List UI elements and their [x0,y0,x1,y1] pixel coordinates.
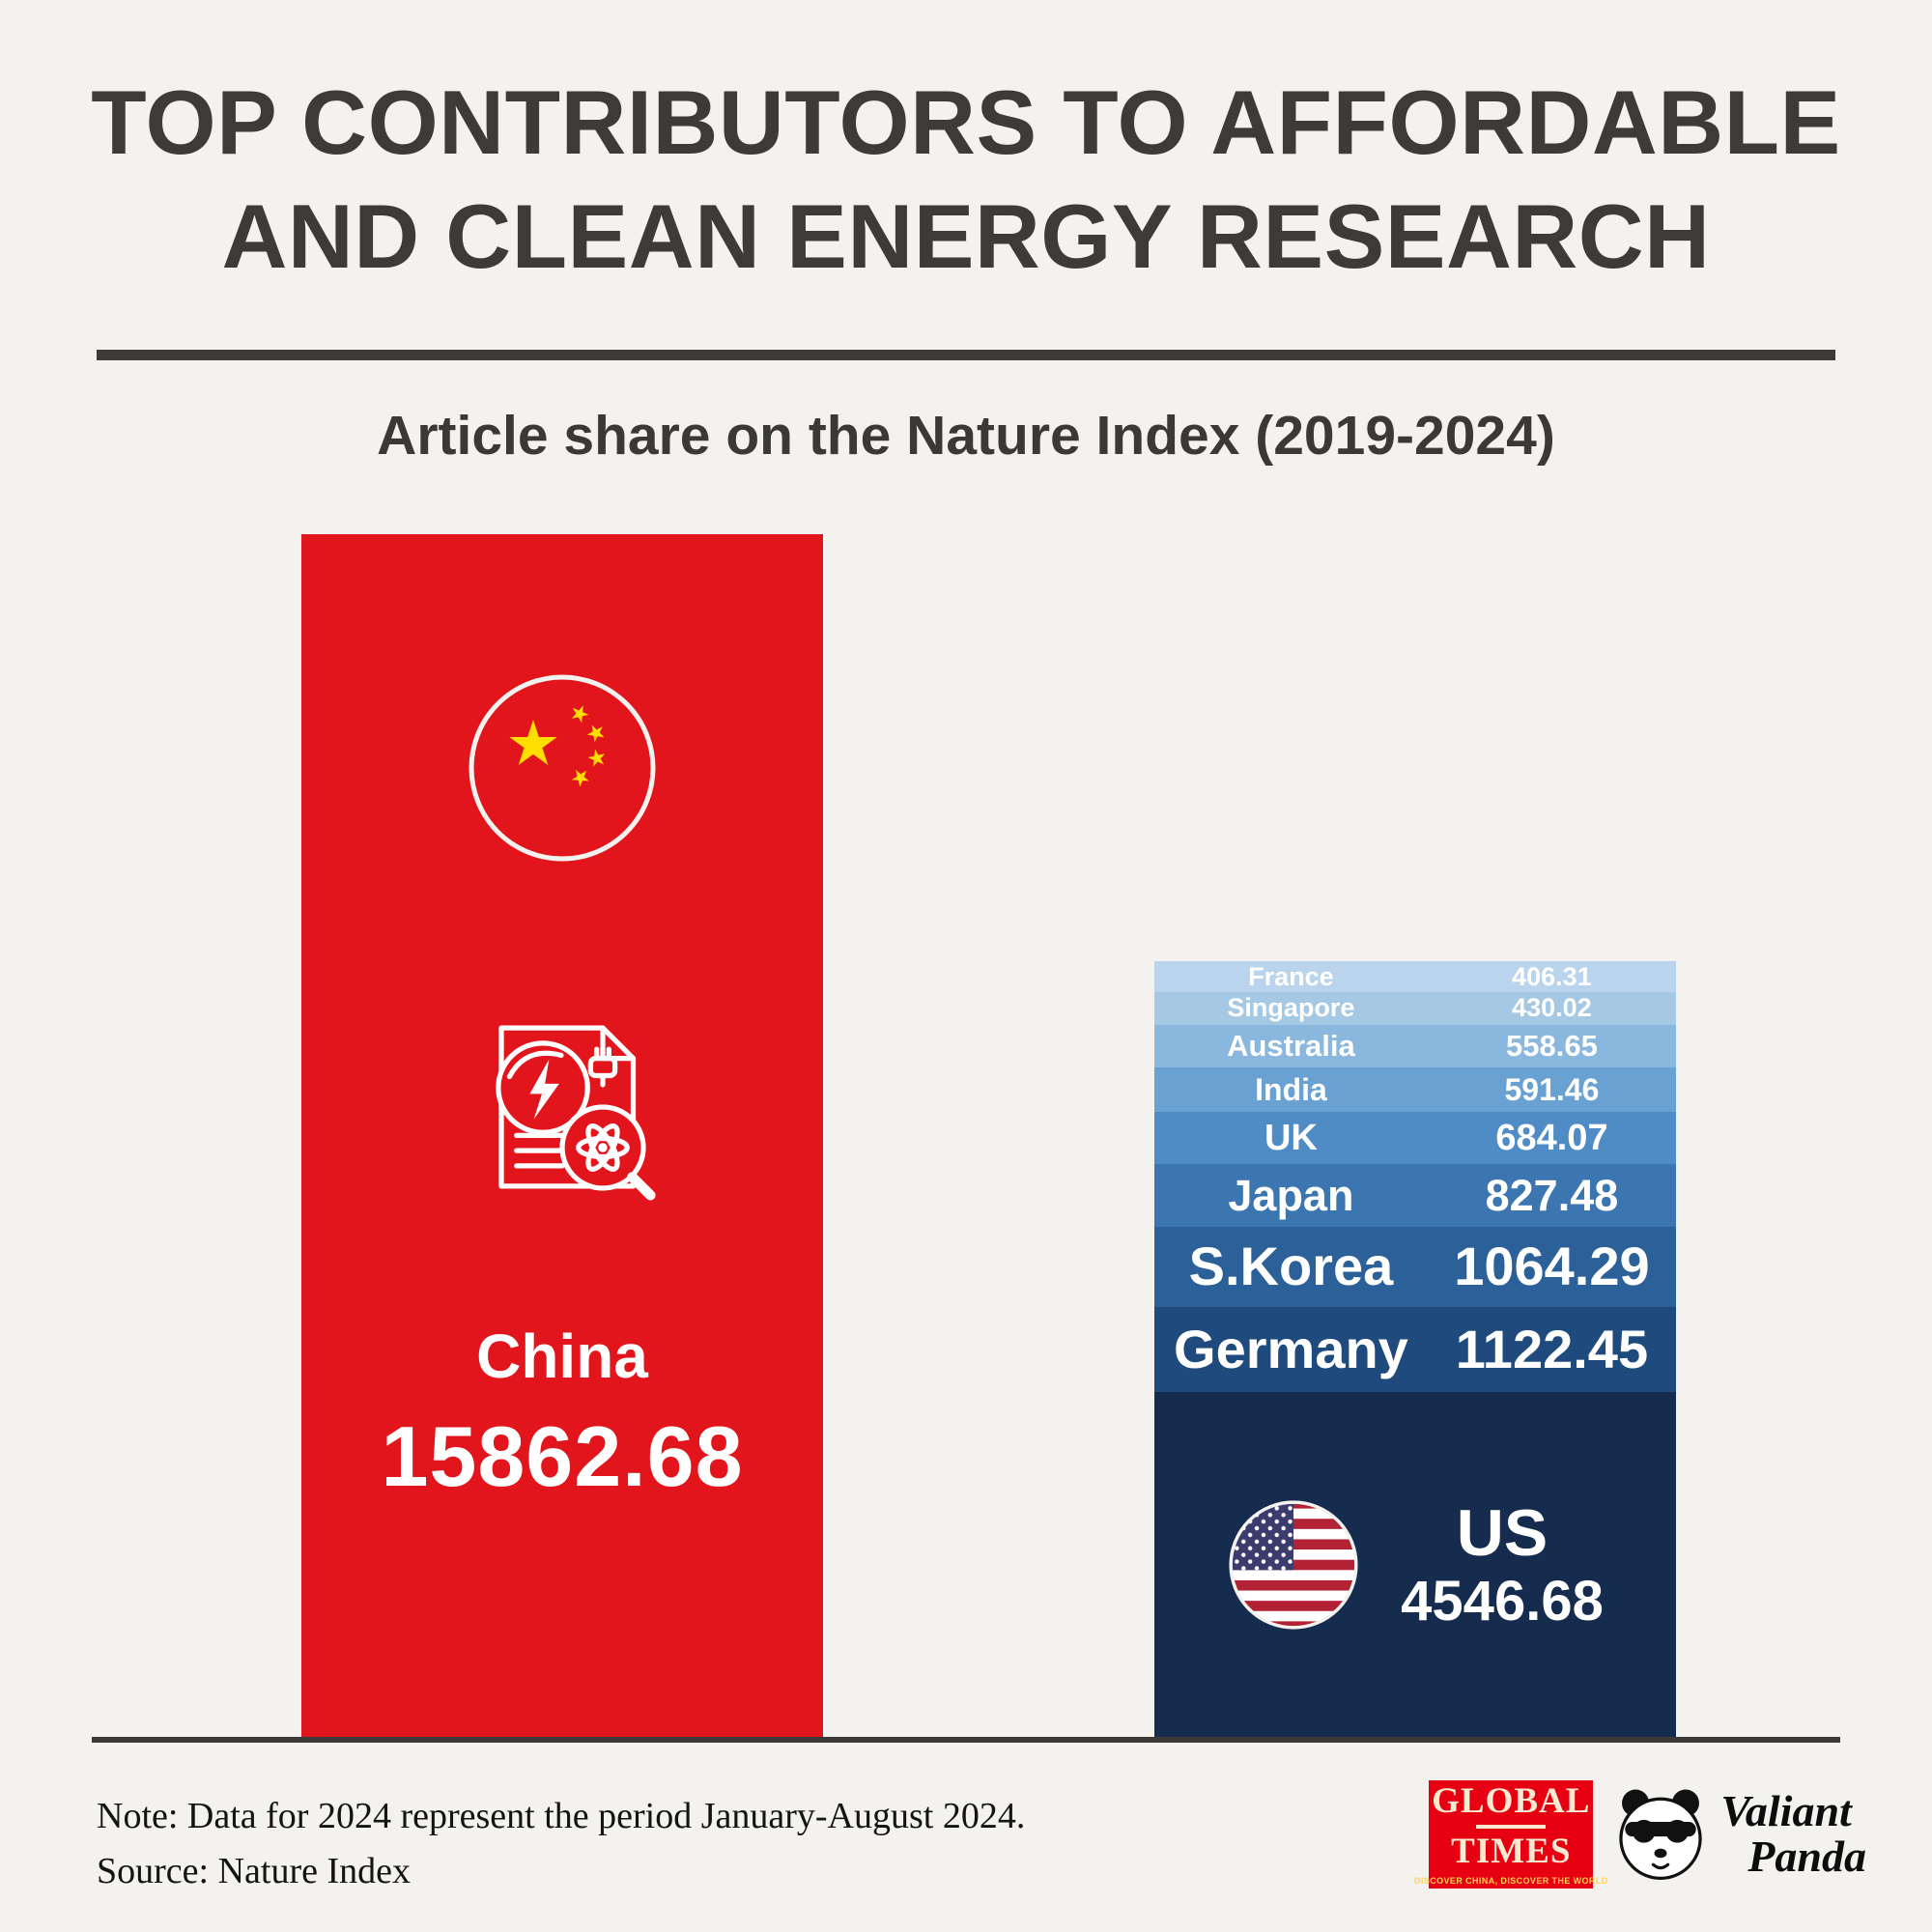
title-line-2: AND CLEAN ENERGY RESEARCH [221,185,1711,288]
segment-value: 406.31 [1512,961,1592,991]
segment-s-korea: S.Korea 1064.29 [1154,1226,1676,1308]
segment-singapore: Singapore 430.02 [1154,991,1676,1025]
valiant-panda-line-1: Valiant [1720,1786,1852,1836]
footnotes: Note: Data for 2024 represent the period… [97,1789,1025,1899]
segment-label: S.Korea [1188,1236,1394,1297]
page-title: TOP CONTRIBUTORS TO AFFORDABLE AND CLEAN… [0,66,1932,295]
segment-japan: Japan 827.48 [1154,1163,1676,1227]
stacked-countries-bar: France 406.31 Singapore 430.02 Australia 558.… [1154,961,1676,1737]
china-bar-label: China [476,1321,648,1391]
segment-label: Australia [1227,1029,1355,1064]
energy-research-document-icon [440,985,684,1229]
valiant-panda-wordmark: Valiant Panda [1720,1786,1866,1881]
chart-subtitle: Article share on the Nature Index (2019-… [377,405,1555,467]
segment-label: India [1255,1071,1327,1107]
segment-label: France [1248,961,1334,991]
global-times-logo: GLOBAL TIMES DISCOVER CHINA, DISCOVER TH… [1414,1780,1607,1889]
segment-value: 827.48 [1485,1170,1619,1220]
segment-value: 558.65 [1506,1029,1598,1064]
footer-logos: GLOBAL TIMES DISCOVER CHINA, DISCOVER TH… [1414,1776,1866,1893]
segment-label: Germany [1174,1319,1408,1380]
segment-value: 1122.45 [1455,1319,1649,1380]
segment-uk: UK 684.07 [1154,1111,1676,1164]
global-times-divider [1476,1825,1547,1829]
segment-label-us: US [1456,1495,1548,1570]
segment-value: 430.02 [1512,993,1592,1023]
segment-value: 591.46 [1504,1071,1600,1107]
segment-france: France 406.31 [1154,961,1676,992]
china-bar: China 15862.68 [301,534,823,1737]
title-divider [97,350,1835,360]
segment-value: 1064.29 [1454,1236,1650,1297]
segment-germany: Germany 1122.45 [1154,1307,1676,1393]
segment-value: 684.07 [1495,1117,1608,1158]
global-times-tagline: DISCOVER CHINA, DISCOVER THE WORLD [1414,1875,1608,1886]
valiant-panda-line-2: Panda [1747,1832,1866,1881]
note-line: Note: Data for 2024 represent the period… [97,1796,1026,1836]
segment-australia: Australia 558.65 [1154,1024,1676,1067]
axis-baseline [92,1737,1840,1743]
segment-label: Japan [1228,1170,1354,1220]
valiant-panda-logo: Valiant Panda [1608,1782,1866,1887]
source-line: Source: Nature Index [97,1851,411,1891]
segment-india: India 591.46 [1154,1066,1676,1112]
china-bar-value: 15862.68 [381,1408,744,1504]
segment-us: US 4546.68 [1154,1392,1676,1737]
us-flag-icon [1229,1499,1358,1630]
china-flag-icon [466,671,659,865]
segment-value-us: 4546.68 [1401,1569,1604,1633]
title-line-1: TOP CONTRIBUTORS TO AFFORDABLE [91,71,1841,173]
segment-label: Singapore [1227,993,1355,1023]
segment-label: UK [1264,1117,1318,1158]
global-times-word-1: GLOBAL [1432,1781,1591,1822]
panda-icon [1608,1782,1713,1887]
global-times-word-2: TIMES [1451,1832,1572,1871]
